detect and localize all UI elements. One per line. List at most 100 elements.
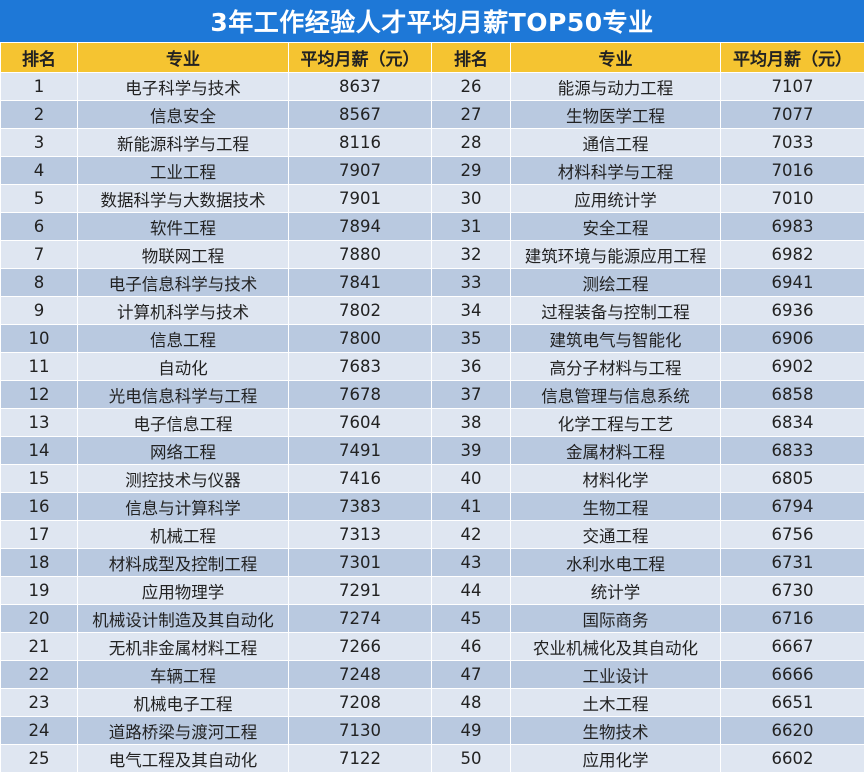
rank-cell: 13 <box>0 408 78 437</box>
salary-cell: 6730 <box>720 576 864 605</box>
salary-cell: 7010 <box>720 184 864 213</box>
major-cell: 测绘工程 <box>510 268 721 297</box>
salary-cell: 7107 <box>720 72 864 101</box>
major-cell: 材料成型及控制工程 <box>77 548 289 577</box>
salary-cell: 7491 <box>288 436 432 465</box>
salary-cell: 7880 <box>288 240 432 269</box>
salary-cell: 7274 <box>288 604 432 633</box>
major-cell: 数据科学与大数据技术 <box>77 184 289 213</box>
major-cell: 水利水电工程 <box>510 548 721 577</box>
rank-cell: 30 <box>431 184 511 213</box>
rank-cell: 41 <box>431 492 511 521</box>
major-cell: 金属材料工程 <box>510 436 721 465</box>
table-row: 13 电子信息工程 7604 38 化学工程与工艺 6834 <box>0 408 864 437</box>
rank-cell: 43 <box>431 548 511 577</box>
rank-cell: 20 <box>0 604 78 633</box>
major-cell: 信息工程 <box>77 324 289 353</box>
major-cell: 材料化学 <box>510 464 721 493</box>
table-row: 3 新能源科学与工程 8116 28 通信工程 7033 <box>0 128 864 157</box>
salary-cell: 6794 <box>720 492 864 521</box>
major-cell: 高分子材料与工程 <box>510 352 721 381</box>
major-cell: 过程装备与控制工程 <box>510 296 721 325</box>
salary-cell: 7800 <box>288 324 432 353</box>
header-major-right: 专业 <box>510 42 721 73</box>
major-cell: 应用化学 <box>510 744 721 773</box>
major-cell: 生物技术 <box>510 716 721 745</box>
header-rank-right: 排名 <box>431 42 511 73</box>
salary-cell: 6833 <box>720 436 864 465</box>
table-row: 18 材料成型及控制工程 7301 43 水利水电工程 6731 <box>0 548 864 577</box>
table-row: 25 电气工程及其自动化 7122 50 应用化学 6602 <box>0 744 864 773</box>
major-cell: 能源与动力工程 <box>510 72 721 101</box>
major-cell: 化学工程与工艺 <box>510 408 721 437</box>
rank-cell: 4 <box>0 156 78 185</box>
table-row: 2 信息安全 8567 27 生物医学工程 7077 <box>0 100 864 129</box>
table-row: 1 电子科学与技术 8637 26 能源与动力工程 7107 <box>0 72 864 101</box>
rank-cell: 10 <box>0 324 78 353</box>
table-row: 4 工业工程 7907 29 材料科学与工程 7016 <box>0 156 864 185</box>
salary-cell: 7802 <box>288 296 432 325</box>
salary-cell: 7416 <box>288 464 432 493</box>
table-row: 16 信息与计算科学 7383 41 生物工程 6794 <box>0 492 864 521</box>
rank-cell: 35 <box>431 324 511 353</box>
major-cell: 机械工程 <box>77 520 289 549</box>
table-row: 9 计算机科学与技术 7802 34 过程装备与控制工程 6936 <box>0 296 864 325</box>
salary-cell: 6941 <box>720 268 864 297</box>
major-cell: 国际商务 <box>510 604 721 633</box>
table-row: 10 信息工程 7800 35 建筑电气与智能化 6906 <box>0 324 864 353</box>
header-major-left: 专业 <box>77 42 289 73</box>
header-rank-left: 排名 <box>0 42 78 73</box>
rank-cell: 36 <box>431 352 511 381</box>
salary-cell: 7122 <box>288 744 432 773</box>
salary-cell: 7291 <box>288 576 432 605</box>
table-row: 22 车辆工程 7248 47 工业设计 6666 <box>0 660 864 689</box>
major-cell: 工业设计 <box>510 660 721 689</box>
rank-cell: 44 <box>431 576 511 605</box>
salary-cell: 6667 <box>720 632 864 661</box>
table-row: 15 测控技术与仪器 7416 40 材料化学 6805 <box>0 464 864 493</box>
major-cell: 网络工程 <box>77 436 289 465</box>
rank-cell: 21 <box>0 632 78 661</box>
salary-cell: 6731 <box>720 548 864 577</box>
major-cell: 交通工程 <box>510 520 721 549</box>
major-cell: 车辆工程 <box>77 660 289 689</box>
table-row: 20 机械设计制造及其自动化 7274 45 国际商务 6716 <box>0 604 864 633</box>
rank-cell: 9 <box>0 296 78 325</box>
major-cell: 建筑环境与能源应用工程 <box>510 240 721 269</box>
salary-cell: 7894 <box>288 212 432 241</box>
major-cell: 电子信息工程 <box>77 408 289 437</box>
rank-cell: 11 <box>0 352 78 381</box>
major-cell: 应用统计学 <box>510 184 721 213</box>
rank-cell: 50 <box>431 744 511 773</box>
table-row: 19 应用物理学 7291 44 统计学 6730 <box>0 576 864 605</box>
table-row: 21 无机非金属材料工程 7266 46 农业机械化及其自动化 6667 <box>0 632 864 661</box>
rank-cell: 32 <box>431 240 511 269</box>
table-row: 17 机械工程 7313 42 交通工程 6756 <box>0 520 864 549</box>
rank-cell: 3 <box>0 128 78 157</box>
rank-cell: 2 <box>0 100 78 129</box>
salary-cell: 6982 <box>720 240 864 269</box>
rank-cell: 8 <box>0 268 78 297</box>
salary-cell: 7033 <box>720 128 864 157</box>
rank-cell: 45 <box>431 604 511 633</box>
salary-cell: 7077 <box>720 100 864 129</box>
table-row: 7 物联网工程 7880 32 建筑环境与能源应用工程 6982 <box>0 240 864 269</box>
major-cell: 通信工程 <box>510 128 721 157</box>
page-title-bar: 3年工作经验人才平均月薪TOP50专业 <box>0 0 864 42</box>
salary-cell: 7683 <box>288 352 432 381</box>
rank-cell: 16 <box>0 492 78 521</box>
rank-cell: 14 <box>0 436 78 465</box>
rank-cell: 26 <box>431 72 511 101</box>
salary-cell: 6666 <box>720 660 864 689</box>
rank-cell: 1 <box>0 72 78 101</box>
major-cell: 安全工程 <box>510 212 721 241</box>
salary-cell: 7604 <box>288 408 432 437</box>
salary-cell: 7313 <box>288 520 432 549</box>
salary-cell: 8116 <box>288 128 432 157</box>
salary-cell: 7301 <box>288 548 432 577</box>
salary-cell: 6716 <box>720 604 864 633</box>
salary-cell: 6805 <box>720 464 864 493</box>
salary-cell: 7208 <box>288 688 432 717</box>
page-title: 3年工作经验人才平均月薪TOP50专业 <box>210 8 654 37</box>
major-cell: 软件工程 <box>77 212 289 241</box>
